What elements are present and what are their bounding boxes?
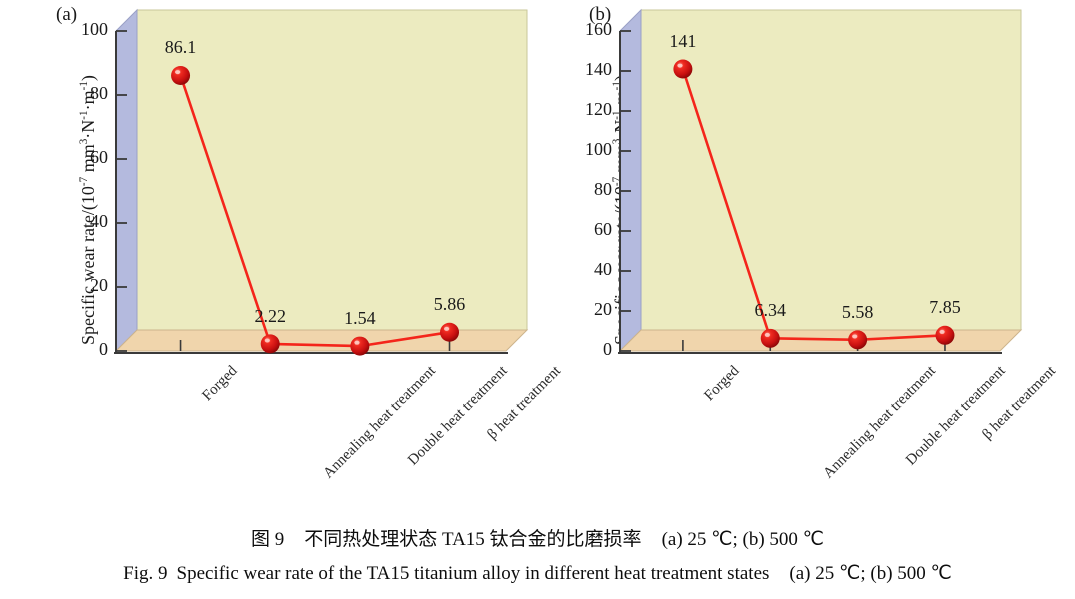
marker-highlight-b-1 xyxy=(764,332,770,337)
data-value-label-b-0: 141 xyxy=(669,31,697,51)
data-point-marker-a-0 xyxy=(171,65,191,85)
chart-3d-box-b xyxy=(618,8,1023,353)
caption-en-title: Specific wear rate of the TA15 titanium … xyxy=(176,563,770,584)
y-tick-label-b-2: 40 xyxy=(594,259,612,279)
marker-highlight-b-0 xyxy=(677,63,683,68)
left-wall-b xyxy=(619,8,642,353)
panel-label-b: (b) xyxy=(589,4,612,25)
chart-svg-b xyxy=(618,8,1023,354)
data-value-label-b-1: 6.34 xyxy=(754,300,787,321)
caption-english: Fig. 9 Specific wear rate of the TA15 tit… xyxy=(0,562,1075,585)
y-tick-label-a-3: 60 xyxy=(90,147,108,167)
data-point-marker-b-0 xyxy=(673,59,693,79)
caption-cn-label: 图 9 xyxy=(250,529,285,550)
data-line-a xyxy=(179,75,450,348)
chart-svg-a xyxy=(114,8,529,356)
data-point-marker-b-1 xyxy=(760,328,780,348)
data-points-b xyxy=(673,59,955,350)
data-value-label-a-1: 2.22 xyxy=(254,305,286,326)
data-line-b xyxy=(681,68,946,342)
y-tick-label-b-0: 0 xyxy=(603,339,612,359)
floor-a xyxy=(116,330,527,351)
caption-cn-title: 不同热处理状态 TA15 钛合金的比磨损率 xyxy=(304,529,642,550)
chart-3d-box-a xyxy=(114,8,529,353)
data-value-label-a-0: 86.1 xyxy=(164,37,197,58)
y-tick-label-b-4: 80 xyxy=(594,179,612,199)
data-value-label-b-2: 5.58 xyxy=(841,301,874,322)
marker-highlight-b-3 xyxy=(939,329,945,334)
data-point-marker-b-3 xyxy=(935,325,955,345)
data-value-label-a-3: 5.86 xyxy=(433,294,466,315)
left-wall-a xyxy=(115,8,138,353)
data-point-marker-a-3 xyxy=(440,322,460,342)
y-tick-label-a-5: 100 xyxy=(81,19,108,39)
chart-panel-a: (a) Specific wear rate/(10-7 mm3·N-1·m-1… xyxy=(0,0,564,520)
back-wall-b xyxy=(640,9,1022,331)
y-tick-label-a-0: 0 xyxy=(99,339,108,359)
y-tick-label-b-6: 120 xyxy=(585,99,612,119)
marker-highlight-a-2 xyxy=(354,340,360,345)
floor-outline-a xyxy=(114,329,529,352)
y-tick-label-a-2: 40 xyxy=(90,211,108,231)
caption-cn-sub: (a) 25 ℃; (b) 500 ℃ xyxy=(661,529,825,550)
data-point-marker-a-2 xyxy=(350,336,370,356)
axis-a xyxy=(114,31,508,354)
y-tick-label-b-1: 20 xyxy=(594,299,612,319)
axis-b xyxy=(618,31,1002,354)
caption-en-label: Fig. 9 xyxy=(123,563,168,584)
floor-b xyxy=(618,329,1023,352)
marker-highlight-a-3 xyxy=(444,326,450,331)
data-value-label-b-3: 7.85 xyxy=(929,297,961,318)
caption-en-sub: (a) 25 ℃; (b) 500 ℃ xyxy=(789,563,952,584)
y-ticks-a xyxy=(116,30,127,352)
y-tick-label-b-7: 140 xyxy=(585,59,612,79)
caption-chinese: 图 9 不同热处理状态 TA15 钛合金的比磨损率 (a) 25 ℃; (b) 50… xyxy=(0,524,1075,551)
y-tick-label-b-5: 100 xyxy=(585,139,612,159)
chart-panel-b: (b) Specific wear rate/(10-7 mm3·N-1·m-1… xyxy=(535,0,1075,520)
marker-highlight-a-0 xyxy=(175,70,181,75)
y-ticks-b xyxy=(620,30,631,352)
y-tick-label-b-3: 60 xyxy=(594,219,612,239)
data-points-a xyxy=(171,65,460,356)
panel-label-a: (a) xyxy=(56,4,78,25)
data-point-marker-a-1 xyxy=(260,334,280,354)
data-point-marker-b-2 xyxy=(848,330,868,350)
y-tick-label-a-1: 20 xyxy=(90,275,108,295)
data-value-label-a-2: 1.54 xyxy=(344,308,376,329)
marker-highlight-b-2 xyxy=(852,334,858,339)
marker-highlight-a-1 xyxy=(264,338,270,343)
y-tick-label-a-4: 80 xyxy=(90,83,108,103)
y-tick-label-b-8: 160 xyxy=(585,19,612,39)
